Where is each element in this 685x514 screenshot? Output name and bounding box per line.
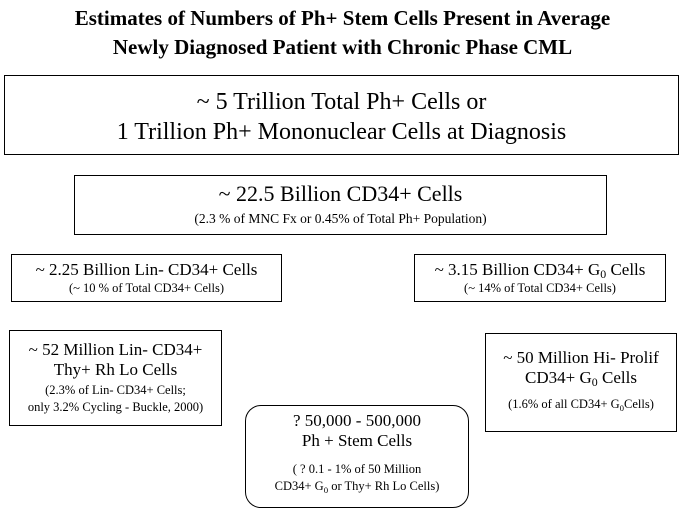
cd34-g0-box: ~ 3.15 Billion CD34+ G0 Cells (~ 14% of … xyxy=(414,254,666,302)
cd34-g0-main: ~ 3.15 Billion CD34+ G0 Cells xyxy=(434,260,646,281)
cd34-cells-note: (2.3 % of MNC Fx or 0.45% of Total Ph+ P… xyxy=(194,211,487,226)
thy-rh-lo-note-1: (2.3% of Lin- CD34+ Cells; xyxy=(45,383,186,397)
thy-rh-lo-line-1: ~ 52 Million Lin- CD34+ xyxy=(28,340,203,359)
total-ph-cells-line-2: 1 Trillion Ph+ Mononuclear Cells at Diag… xyxy=(116,119,567,145)
stem-cells-line-1: ? 50,000 - 500,000 xyxy=(293,411,421,430)
hi-prolif-note: (1.6% of all CD34+ G0Cells) xyxy=(508,397,654,413)
stem-cells-note-2: CD34+ G0 or Thy+ Rh Lo Cells) xyxy=(274,479,440,495)
total-ph-cells-box: ~ 5 Trillion Total Ph+ Cells or 1 Trilli… xyxy=(4,75,679,155)
thy-rh-lo-line-2: Thy+ Rh Lo Cells xyxy=(53,360,178,379)
stem-cells-box: ? 50,000 - 500,000 Ph + Stem Cells ( ? 0… xyxy=(245,405,469,508)
title-line-1: Estimates of Numbers of Ph+ Stem Cells P… xyxy=(74,6,611,30)
stem-cells-line-2: Ph + Stem Cells xyxy=(301,431,413,450)
hi-prolif-line-1: ~ 50 Million Hi- Prolif xyxy=(503,348,659,367)
total-ph-cells-line-1: ~ 5 Trillion Total Ph+ Cells or xyxy=(196,89,487,115)
stem-cells-note-1: ( ? 0.1 - 1% of 50 Million xyxy=(292,462,422,476)
thy-rh-lo-note-2: only 3.2% Cycling - Buckle, 2000) xyxy=(27,400,204,414)
lin-cd34-note: (~ 10 % of Total CD34+ Cells) xyxy=(68,281,225,295)
hi-prolif-line-2: CD34+ G0 Cells xyxy=(525,368,637,389)
lin-cd34-box: ~ 2.25 Billion Lin- CD34+ Cells (~ 10 % … xyxy=(11,254,282,302)
diagram-title: Estimates of Numbers of Ph+ Stem Cells P… xyxy=(0,4,685,62)
title-line-2: Newly Diagnosed Patient with Chronic Pha… xyxy=(112,35,573,59)
cd34-cells-box: ~ 22.5 Billion CD34+ Cells (2.3 % of MNC… xyxy=(74,175,607,235)
hi-prolif-box: ~ 50 Million Hi- Prolif CD34+ G0 Cells (… xyxy=(485,333,677,432)
cd34-g0-note: (~ 14% of Total CD34+ Cells) xyxy=(464,281,616,295)
lin-cd34-main: ~ 2.25 Billion Lin- CD34+ Cells xyxy=(35,260,258,279)
thy-rh-lo-box: ~ 52 Million Lin- CD34+ Thy+ Rh Lo Cells… xyxy=(9,330,222,426)
cd34-cells-main: ~ 22.5 Billion CD34+ Cells xyxy=(218,181,463,206)
